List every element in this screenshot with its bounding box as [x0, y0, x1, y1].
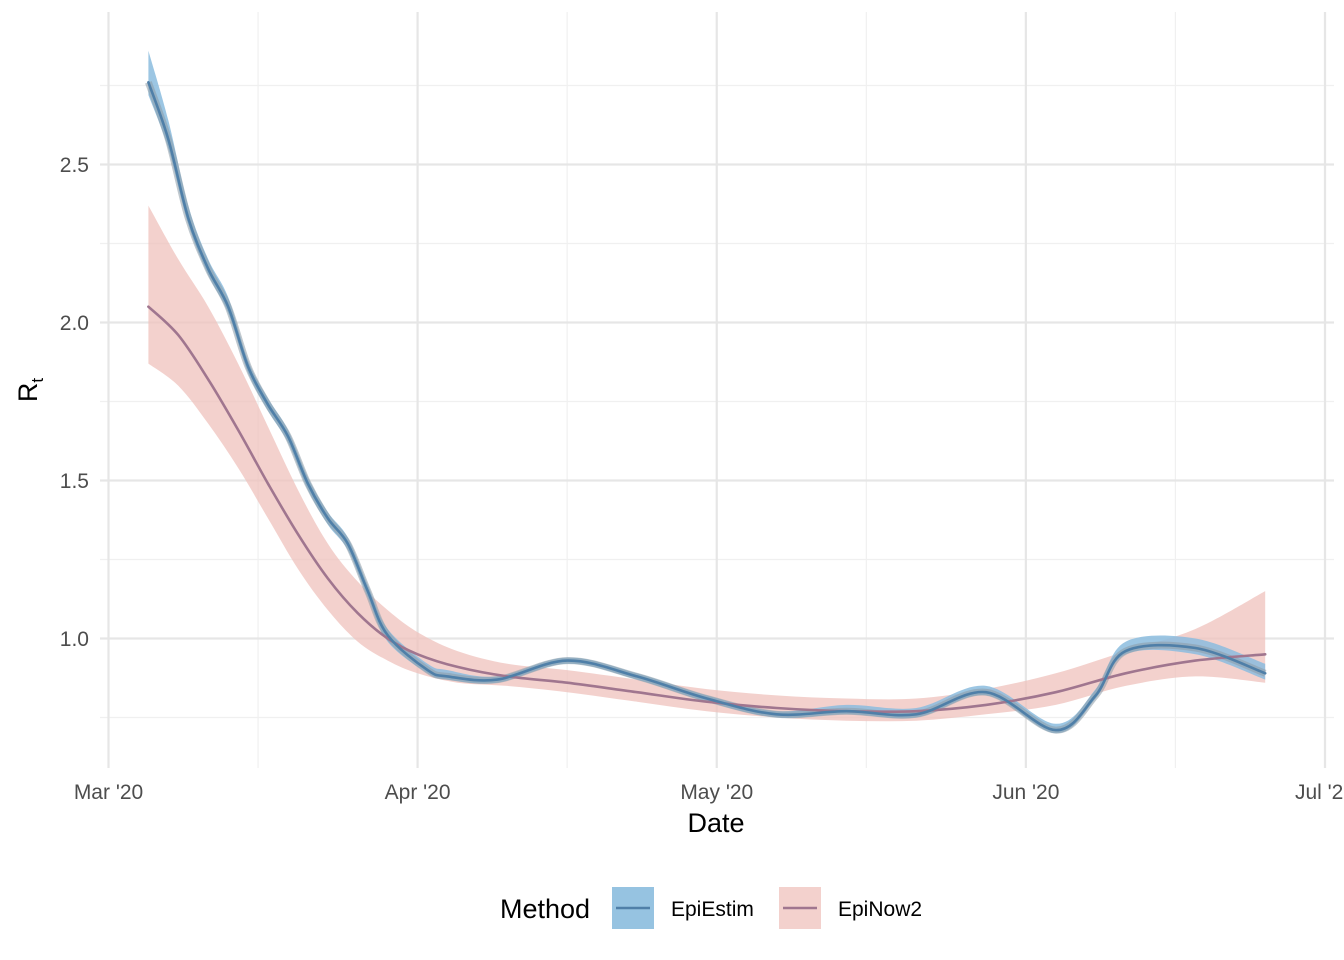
legend-item-epiestim: EpiEstim [612, 887, 754, 929]
data-point-epinow2 [386, 637, 388, 639]
data-point-epiestim [347, 543, 349, 545]
x-axis-title: Date [687, 808, 744, 838]
data-point-epiestim [367, 590, 369, 592]
data-point-epiestim [207, 268, 209, 270]
data-point-epiestim [985, 691, 987, 693]
y-axis-title-subscript: t [28, 378, 47, 383]
legend-title: Method [500, 894, 590, 924]
data-point-epinow2 [566, 682, 568, 684]
y-tick-label-1-5: 1.5 [60, 470, 89, 493]
data-point-epinow2 [915, 710, 917, 712]
x-tick-label-may-20: May '20 [680, 781, 753, 804]
data-point-epinow2 [706, 701, 708, 703]
legend-item-epinow2: EpiNow2 [779, 887, 922, 929]
data-point-epinow2 [297, 533, 299, 535]
data-point-epiestim [267, 403, 269, 405]
data-point-epiestim [227, 306, 229, 308]
data-point-epinow2 [845, 710, 847, 712]
data-point-epiestim [1194, 647, 1196, 649]
series-line-epiestim [147, 81, 1267, 732]
data-point-epiestim [566, 659, 568, 661]
data-point-epiestim [915, 713, 917, 715]
x-tick-label-apr-20: Apr '20 [385, 781, 451, 804]
data-point-epiestim [307, 482, 309, 484]
data-point-epinow2 [267, 482, 269, 484]
data-point-epinow2 [416, 653, 418, 655]
data-point-epinow2 [237, 429, 239, 431]
data-point-epinow2 [636, 691, 638, 693]
x-tick-label-jul-20: Jul '20 [1295, 781, 1344, 804]
legend-label-epiestim: EpiEstim [671, 898, 754, 921]
series-line-epinow2 [147, 305, 1267, 714]
data-point-epiestim [147, 81, 149, 83]
data-point-epinow2 [1264, 653, 1266, 655]
x-tick-label-jun-20: Jun '20 [992, 781, 1059, 804]
data-point-epiestim [1124, 650, 1126, 652]
y-axis-title: Rt [13, 378, 47, 403]
data-point-epiestim [496, 678, 498, 680]
data-point-epiestim [187, 217, 189, 219]
data-point-epiestim [327, 517, 329, 519]
data-point-epiestim [1264, 672, 1266, 674]
data-point-epiestim [706, 697, 708, 699]
y-tick-label-2-5: 2.5 [60, 154, 89, 177]
data-point-epiestim [386, 634, 388, 636]
ci-band-epinow2 [148, 205, 1266, 722]
data-point-epiestim [1094, 694, 1096, 696]
data-point-epiestim [167, 138, 169, 140]
data-point-epinow2 [1194, 659, 1196, 661]
data-point-epinow2 [207, 378, 209, 380]
data-point-epinow2 [357, 612, 359, 614]
data-point-epinow2 [177, 334, 179, 336]
data-point-epiestim [775, 713, 777, 715]
data-point-epinow2 [147, 306, 149, 308]
ci-band-epiestim [148, 50, 1266, 734]
data-point-epinow2 [456, 666, 458, 668]
data-point-epiestim [426, 669, 428, 671]
data-point-epiestim [636, 675, 638, 677]
y-tick-label-2-0: 2.0 [60, 312, 89, 335]
tick-labels: 1.0 1.5 2.0 2.5 Mar '20 Apr '20 May '20 Jun '20… [60, 154, 1344, 804]
data-point-epinow2 [1055, 691, 1057, 693]
data-point-epinow2 [506, 675, 508, 677]
data-point-epinow2 [1124, 672, 1126, 674]
data-point-epiestim [247, 366, 249, 368]
data-point-epiestim [446, 675, 448, 677]
data-point-epiestim [287, 435, 289, 437]
line-layer [147, 81, 1267, 732]
y-axis-title-main: R [13, 383, 43, 403]
y-tick-label-1-0: 1.0 [60, 628, 89, 651]
data-point-epinow2 [327, 577, 329, 579]
legend-label-epinow2: EpiNow2 [838, 898, 922, 921]
ci-halo-epiestim [145, 81, 1267, 734]
data-point-epinow2 [775, 707, 777, 709]
data-point-epinow2 [985, 704, 987, 706]
x-tick-label-mar-20: Mar '20 [74, 781, 143, 804]
band-layer [145, 50, 1267, 734]
legend: Method EpiEstim EpiNow2 [500, 887, 922, 929]
data-point-epiestim [1055, 729, 1057, 731]
